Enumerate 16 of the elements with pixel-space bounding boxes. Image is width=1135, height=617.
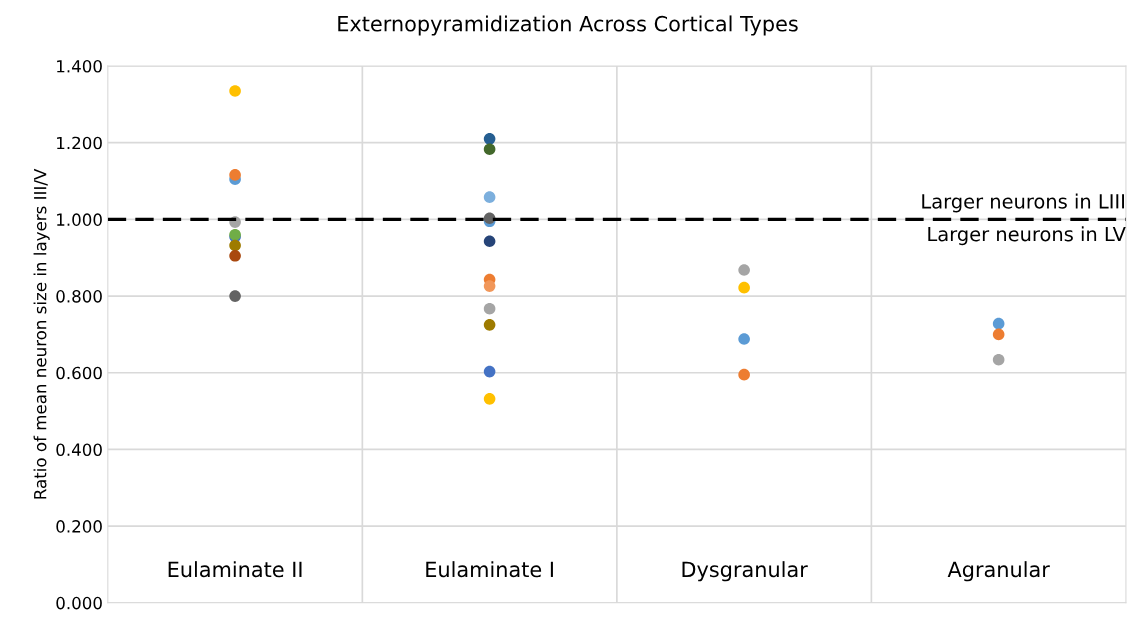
y-tick-label: 0.200 — [56, 520, 102, 533]
x-tick-label: Eulaminate I — [426, 561, 553, 578]
chart-title: Externopyramidization Across Cortical Types — [338, 15, 798, 36]
x-tick-label: Agranular — [947, 561, 1050, 582]
y-tick-label: 1.200 — [57, 136, 102, 150]
x-tick-label: Dysgranular — [682, 561, 808, 582]
annotation: Larger neurons in LIII — [922, 193, 1125, 213]
x-tick-label: Eulaminate II — [168, 561, 302, 578]
y-tick-label: 0.400 — [56, 443, 102, 457]
y-tick-label: 1.400 — [57, 59, 102, 73]
y-tick-label: 0.600 — [56, 366, 102, 380]
y-tick-label: 1.000 — [57, 213, 102, 226]
y-tick-label: 0.800 — [56, 290, 102, 303]
y-axis-title: Ratio of mean neuron size in layers III/V — [33, 168, 50, 499]
y-tick-label: 0.000 — [56, 596, 102, 610]
annotation: Larger neurons in LV — [928, 226, 1126, 246]
